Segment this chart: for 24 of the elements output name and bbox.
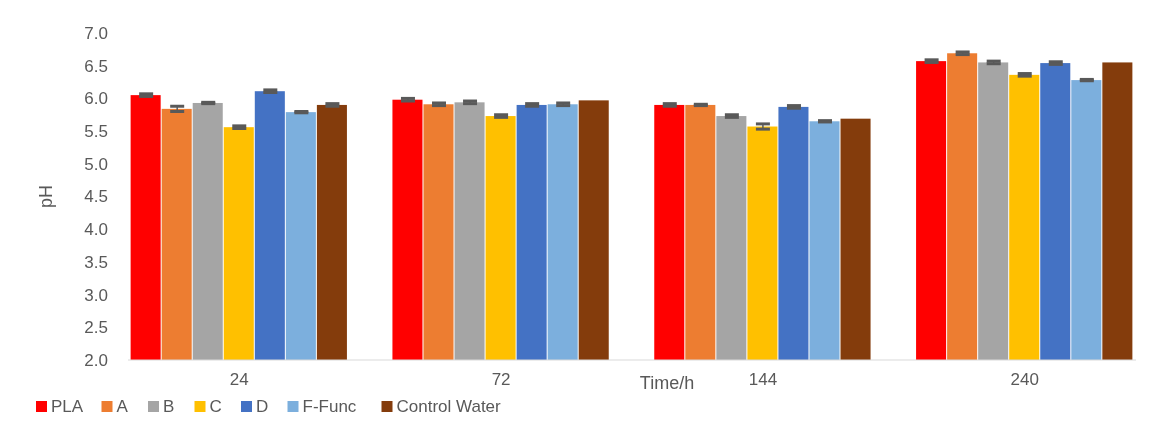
y-tick-label: 5.5: [84, 122, 108, 142]
legend-label: D: [256, 397, 269, 416]
legend-label: C: [209, 397, 222, 416]
x-axis-title: Time/h: [639, 373, 695, 393]
x-tick-label: 72: [491, 370, 511, 389]
y-tick-label: 3.0: [84, 285, 108, 305]
legend-label: PLA: [51, 397, 84, 416]
y-tick-label: 7.0: [84, 23, 108, 43]
y-tick-label: 6.0: [84, 89, 108, 109]
x-tick-label: 240: [1010, 370, 1039, 389]
y-tick-label: 5.0: [84, 154, 108, 174]
x-tick-label: 24: [229, 370, 249, 389]
y-tick-label: 4.5: [84, 187, 108, 207]
y-tick-label: 6.5: [84, 56, 108, 76]
y-tick-label: 2.0: [84, 350, 108, 370]
legend-label: B: [163, 397, 175, 416]
x-tick-label: 144: [748, 370, 778, 389]
y-tick-label: 3.5: [84, 252, 108, 272]
y-tick-label: 2.5: [84, 318, 108, 338]
y-tick-label: 4.0: [84, 220, 108, 240]
y-axis-title: pH: [36, 184, 56, 209]
legend-label: Control Water: [396, 397, 502, 416]
legend-label: A: [116, 397, 129, 416]
legend-label: F-Func: [302, 397, 357, 416]
